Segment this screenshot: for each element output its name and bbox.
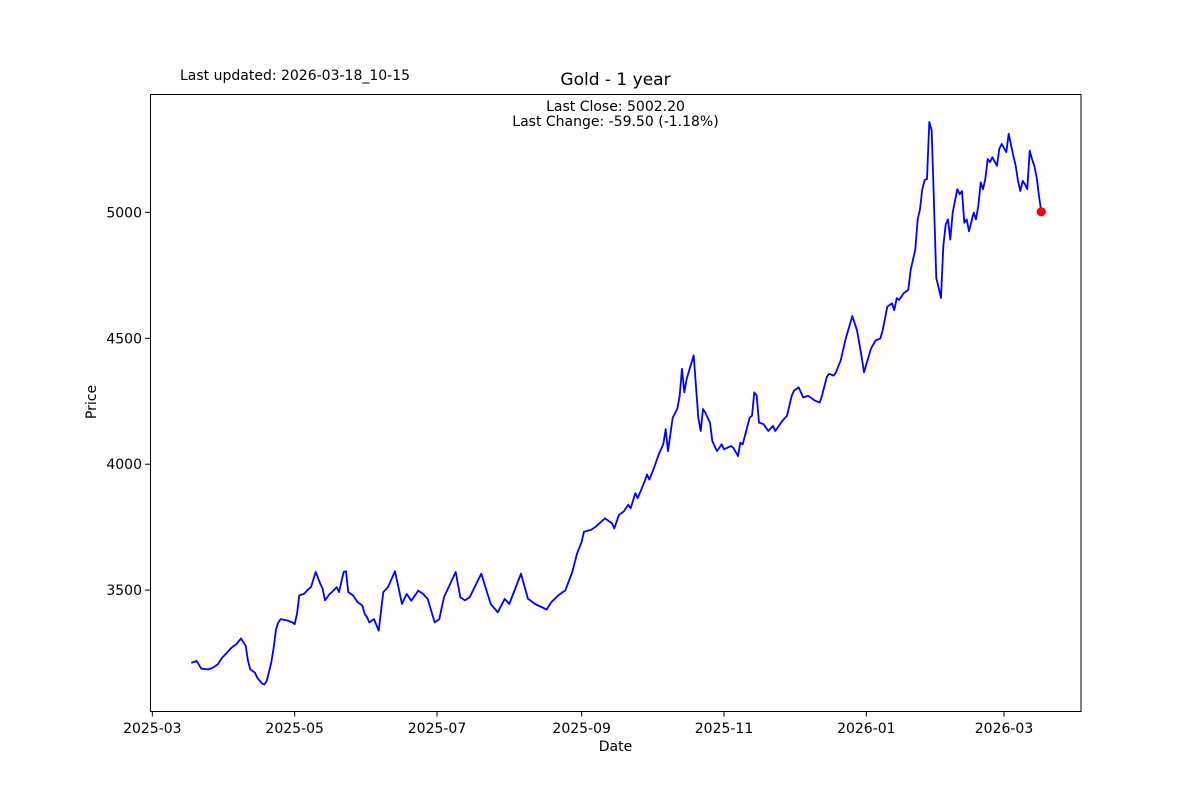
y-tick-label: 4500 bbox=[106, 331, 142, 347]
last-change-annotation: Last Change: -59.50 (-1.18%) bbox=[512, 114, 719, 130]
y-tick-label: 3500 bbox=[106, 583, 142, 599]
x-tick-label: 2025-07 bbox=[408, 721, 467, 737]
x-tick-label: 2025-03 bbox=[123, 721, 182, 737]
chart-title: Gold - 1 year bbox=[560, 70, 671, 90]
plot-border bbox=[150, 94, 1082, 712]
last-close-annotation: Last Close: 5002.20 bbox=[546, 99, 685, 115]
x-tick-label: 2026-01 bbox=[837, 721, 896, 737]
x-tick-label: 2025-11 bbox=[695, 721, 754, 737]
x-tick-label: 2026-03 bbox=[975, 721, 1034, 737]
y-tick-label: 5000 bbox=[106, 205, 142, 221]
x-tick-label: 2025-05 bbox=[265, 721, 324, 737]
last-updated-text: Last updated: 2026-03-18_10-15 bbox=[180, 68, 411, 84]
last-price-marker bbox=[1036, 207, 1046, 217]
price-line bbox=[191, 121, 1043, 686]
x-axis-label: Date bbox=[598, 739, 633, 755]
y-tick-label: 4000 bbox=[106, 457, 142, 473]
x-tick-label: 2025-09 bbox=[552, 721, 611, 737]
